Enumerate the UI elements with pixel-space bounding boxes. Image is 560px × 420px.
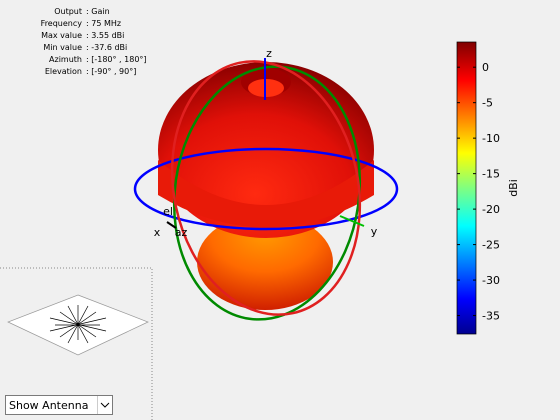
y-axis (339, 215, 365, 227)
info-label: Azimuth (49, 55, 82, 64)
info-label: Max value (41, 31, 82, 40)
colorbar-tick-label: 0 (482, 61, 489, 74)
colorbar-tick-label: -15 (482, 168, 500, 181)
colorbar-tick-label: -35 (482, 310, 500, 323)
elevation-ring (170, 60, 362, 316)
axis-label: y (371, 225, 378, 238)
axis-label: x (154, 226, 161, 239)
azimuth-ring (133, 147, 399, 231)
colorbar (456, 41, 477, 335)
colorbar-tick-label: -30 (482, 274, 500, 287)
antenna-dropdown[interactable]: Show Antenna (5, 395, 113, 415)
info-value: : [-90° , 90°] (86, 67, 136, 76)
dropdown-arrow (97, 396, 110, 414)
dropdown-value: Show Antenna (9, 399, 89, 412)
antenna-icon (7, 294, 149, 356)
info-label: Min value (43, 43, 82, 52)
x-axis (166, 221, 177, 229)
info-label: Frequency (41, 19, 83, 28)
colorbar-tick-label: -10 (482, 132, 500, 145)
info-value: : Gain (86, 7, 110, 16)
info-value: : [-180° , 180°] (86, 55, 147, 64)
colorbar-tick-label: -5 (482, 97, 493, 110)
info-value: : 75 MHz (86, 19, 121, 28)
colorbar-tick-label: -20 (482, 203, 500, 216)
axis-label: z (266, 47, 272, 60)
axis-label: az (175, 226, 188, 239)
colorbar-label: dBi (507, 179, 520, 197)
colorbar-tick-label: -25 (482, 239, 500, 252)
info-value: : -37.6 dBi (86, 43, 127, 52)
info-value: : 3.55 dBi (86, 31, 124, 40)
info-label: Elevation (45, 67, 82, 76)
info-label: Output (54, 7, 82, 16)
axis-label: el (163, 205, 173, 218)
